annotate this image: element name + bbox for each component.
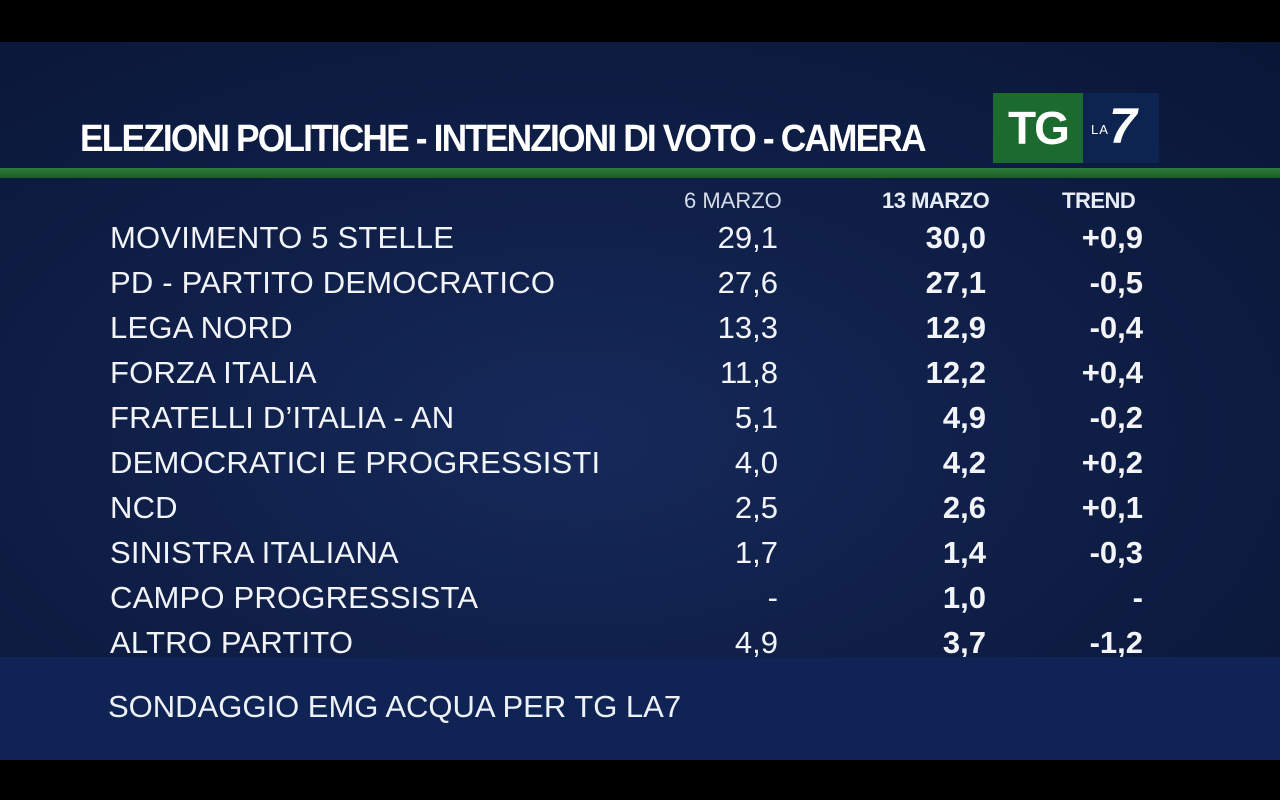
value-trend: -0,4 — [1089, 310, 1143, 345]
value-cur: 2,6 — [942, 490, 986, 525]
value-prev: 29,1 — [717, 220, 778, 255]
value-cur: 4,9 — [942, 400, 986, 435]
value-trend: -0,2 — [1089, 400, 1143, 435]
party-name: FRATELLI D’ITALIA - AN — [110, 400, 455, 435]
green-divider — [0, 168, 1280, 178]
party-name: LEGA NORD — [110, 310, 293, 345]
value-prev: 2,5 — [734, 490, 778, 525]
table-row: CAMPO PROGRESSISTA - 1,0 - — [0, 576, 1280, 621]
value-trend: -0,3 — [1089, 535, 1143, 570]
value-trend: +0,4 — [1081, 355, 1143, 390]
table-row: FRATELLI D’ITALIA - AN 5,1 4,9 -0,2 — [0, 396, 1280, 441]
broadcast-frame: ELEZIONI POLITICHE - INTENZIONI DI VOTO … — [0, 42, 1280, 760]
table-row: LEGA NORD 13,3 12,9 -0,4 — [0, 306, 1280, 351]
value-cur: 3,7 — [942, 625, 986, 660]
value-cur: 12,2 — [925, 355, 986, 390]
logo-seven: 7 — [1109, 98, 1137, 154]
party-name: MOVIMENTO 5 STELLE — [110, 220, 455, 255]
table-row: DEMOCRATICI E PROGRESSISTI 4,0 4,2 +0,2 — [0, 441, 1280, 486]
value-prev: 4,0 — [734, 445, 778, 480]
logo-la: LA — [1091, 122, 1109, 137]
value-trend: +0,1 — [1081, 490, 1143, 525]
table-row: ALTRO PARTITO 4,9 3,7 -1,2 — [0, 621, 1280, 666]
value-prev: 4,9 — [734, 625, 778, 660]
value-prev: 13,3 — [717, 310, 778, 345]
value-trend: -0,5 — [1089, 265, 1143, 300]
value-prev: 1,7 — [734, 535, 778, 570]
table-row: SINISTRA ITALIANA 1,7 1,4 -0,3 — [0, 531, 1280, 576]
value-cur: 12,9 — [925, 310, 986, 345]
table-row: MOVIMENTO 5 STELLE 29,1 30,0 +0,9 — [0, 216, 1280, 261]
value-prev: 11,8 — [719, 355, 778, 390]
table-row: FORZA ITALIA 11,8 12,2 +0,4 — [0, 351, 1280, 396]
party-name: FORZA ITALIA — [110, 355, 317, 390]
value-cur: 4,2 — [942, 445, 986, 480]
party-name: ALTRO PARTITO — [110, 625, 354, 660]
value-cur: 30,0 — [925, 220, 986, 255]
party-name: NCD — [110, 490, 178, 525]
column-header-cur: 13 MARZO — [882, 188, 990, 213]
value-trend: +0,9 — [1081, 220, 1143, 255]
column-header-trend: TREND — [1062, 188, 1136, 213]
footer-bar: SONDAGGIO EMG ACQUA PER TG LA7 — [0, 657, 1280, 760]
footer-source: SONDAGGIO EMG ACQUA PER TG LA7 — [108, 689, 682, 724]
party-name: CAMPO PROGRESSISTA — [110, 580, 479, 615]
value-cur: 1,4 — [942, 535, 986, 570]
value-prev: - — [767, 580, 778, 615]
page-title: ELEZIONI POLITICHE - INTENZIONI DI VOTO … — [80, 118, 926, 160]
table-row: PD - PARTITO DEMOCRATICO 27,6 27,1 -0,5 — [0, 261, 1280, 306]
party-name: PD - PARTITO DEMOCRATICO — [110, 265, 556, 300]
value-trend: -1,2 — [1089, 625, 1143, 660]
tg-la7-logo: TG LA 7 — [993, 93, 1159, 163]
value-trend: - — [1132, 580, 1143, 615]
party-name: SINISTRA ITALIANA — [110, 535, 399, 570]
value-cur: 1,0 — [942, 580, 986, 615]
column-header-prev: 6 MARZO — [684, 188, 782, 213]
table-row: NCD 2,5 2,6 +0,1 — [0, 486, 1280, 531]
value-cur: 27,1 — [925, 265, 986, 300]
party-name: DEMOCRATICI E PROGRESSISTI — [110, 445, 601, 480]
logo-tg: TG — [993, 93, 1083, 163]
value-prev: 27,6 — [717, 265, 778, 300]
value-prev: 5,1 — [734, 400, 778, 435]
logo-la7: LA 7 — [1083, 93, 1159, 163]
value-trend: +0,2 — [1081, 445, 1143, 480]
